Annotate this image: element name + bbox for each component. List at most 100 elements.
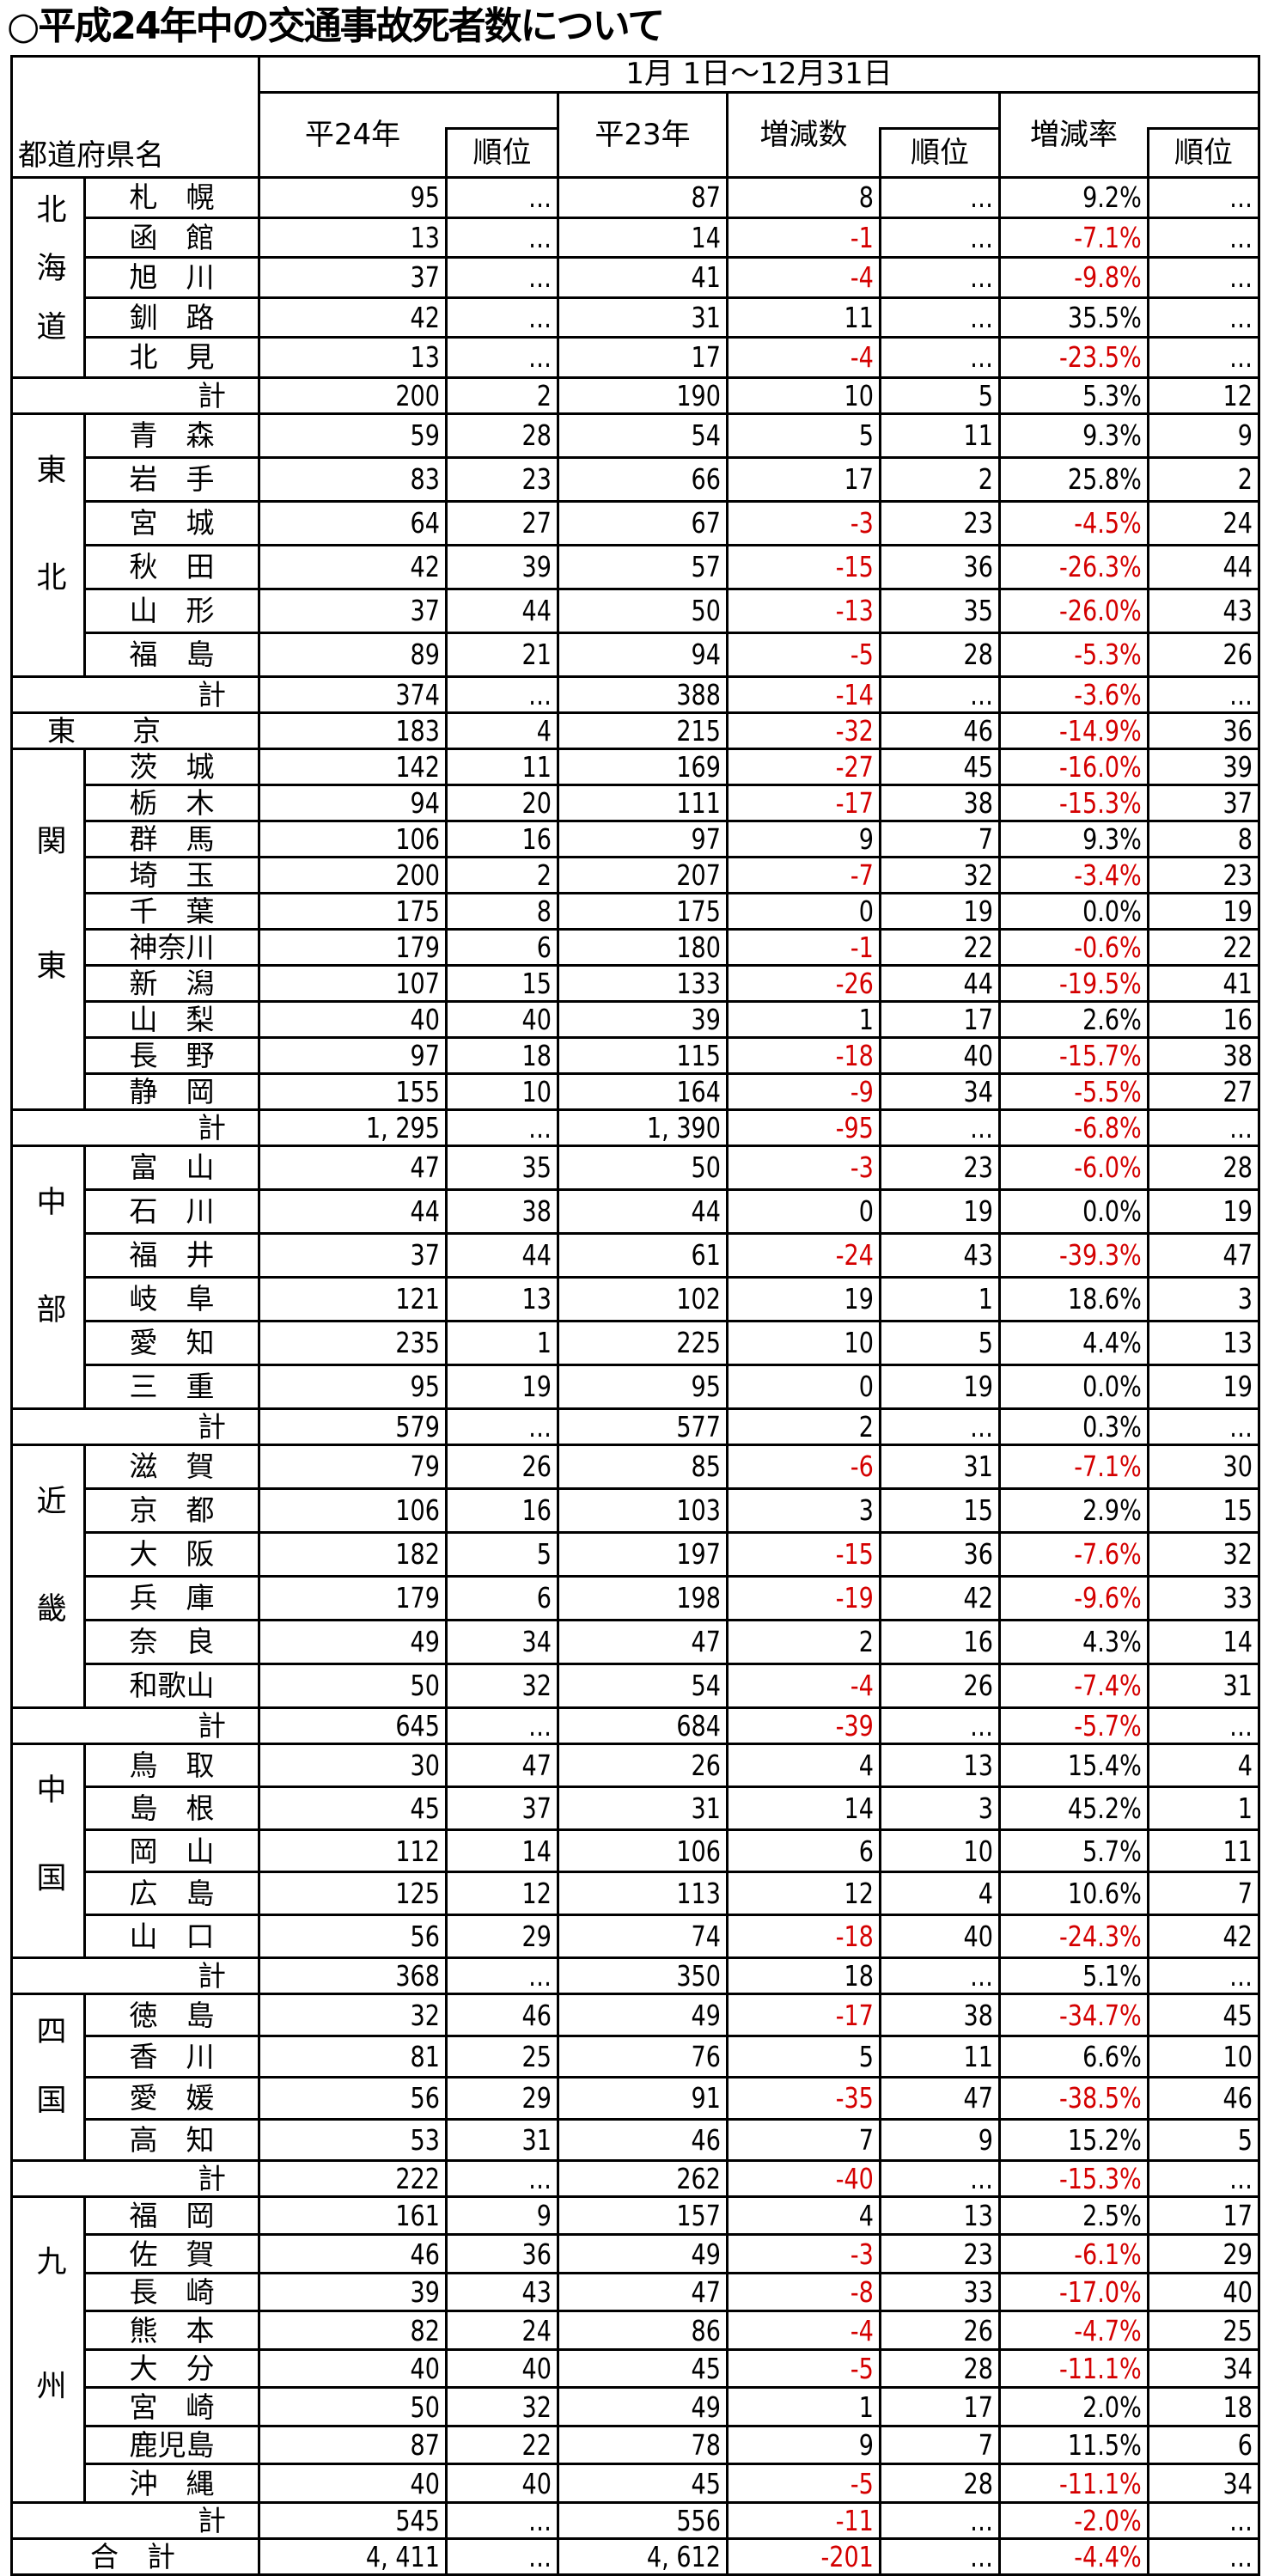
diff-header: 増減数 [726,91,881,179]
value-h23: 31 [691,300,721,334]
rate-cell: -6.8% [998,1108,1149,1147]
value-h24: 94 [410,785,440,820]
rank-h24-cell: 1 [445,1319,559,1366]
rank-diff-cell: 35 [879,587,1001,634]
diff: -4 [850,2313,874,2347]
rank-diff: 2 [978,462,993,497]
rank-rate-cell: … [1147,296,1260,339]
rank-diff: 43 [963,1238,993,1273]
rank-h24: … [527,1409,552,1444]
value-h23: 45 [691,2466,721,2500]
rate-cell: -11.1% [998,2347,1149,2390]
value-h24: 47 [410,1151,440,1185]
rank-h24: 16 [521,821,552,856]
value-h23: 197 [676,1537,721,1572]
subtotal-label: 計 [10,375,260,415]
diff-cell: 9 [726,2424,881,2466]
value-h23: 111 [676,785,721,820]
value-h23: 49 [691,2390,721,2424]
value-h23: 50 [691,594,721,628]
value-h24: 235 [395,1326,440,1360]
value-h24: 37 [410,1238,440,1273]
rank-diff-cell: 3 [879,1785,1001,1831]
rank-diff: 40 [963,1038,993,1072]
rank-h24: … [527,677,552,711]
rank-rate: … [1228,300,1253,334]
table-row: 石 川 44 38 44 0 19 0.0% 19 [12,1187,1260,1235]
rank-rate: 1 [1237,1791,1253,1825]
rank-rate: 41 [1222,966,1253,1000]
table-row: 近畿滋 賀 79 26 85 -6 31 -7.1% 30 [10,1443,1260,1709]
table-row: 東北青 森 59 28 54 5 11 9.3% 9 [10,412,1260,678]
diff-cell: 19 [726,1275,881,1322]
diff: -1 [850,220,874,254]
value-h23-cell: 190 [557,375,729,415]
rate: -24.3% [1059,1920,1142,1954]
diff-cell: -14 [726,675,881,714]
rank-diff-cell: 19 [879,1363,1001,1410]
diff: 12 [844,1877,874,1911]
diff: 14 [844,1791,874,1825]
value-h24: 182 [395,1537,440,1572]
table-row: 香 川 81 25 76 5 11 6.6% 10 [12,2034,1260,2079]
value-h23-cell: 78 [557,2424,729,2466]
prefecture-name: 佐 賀 [83,2233,260,2274]
rank-rate: … [1228,2539,1253,2573]
rank-rate-cell: 18 [1147,2386,1260,2427]
rate: 11.5% [1068,2428,1142,2463]
subtotal-label: 計 [10,1956,260,1996]
rank-diff: 23 [963,2237,993,2271]
rank-diff-cell: 5 [879,1319,1001,1366]
prefecture-name: 奈 良 [83,1618,260,1665]
rank-rate: 44 [1222,550,1253,584]
value-h23: 78 [691,2428,721,2463]
rank-rate: 47 [1222,1238,1253,1273]
rank-diff-cell: 47 [879,2076,1001,2121]
rate-cell: -4.5% [998,499,1149,546]
diff: 9 [858,821,874,856]
value-h23: 113 [676,1877,721,1911]
value-h24-cell: 39 [258,2271,448,2313]
value-h24: 53 [410,2122,440,2157]
prefecture-name: 京 都 [83,1486,260,1534]
rank-rate: 2 [1237,462,1253,497]
rank-h24-cell: 29 [445,1914,559,1960]
rank-h24: … [527,300,552,334]
rank-rate: 33 [1222,1581,1253,1615]
diff-cell: -39 [726,1706,881,1745]
rank-h24-cell: 14 [445,1828,559,1874]
rank-h24: 19 [521,1370,552,1404]
h23-header: 平23年 [557,91,729,179]
diff-cell: -26 [726,963,881,1003]
prefecture-name: 栃 木 [83,783,260,822]
rank-rate: 16 [1222,1002,1253,1036]
value-h24: 64 [410,506,440,540]
value-h23-cell: 94 [557,631,729,678]
rank-diff: 17 [963,1002,993,1036]
rank-rate-cell: 19 [1147,1363,1260,1410]
value-h24-cell: 56 [258,1914,448,1960]
diff-cell: 11 [726,296,881,339]
value-h24: 50 [410,1669,440,1703]
rank-diff: … [969,2503,993,2537]
value-h24-cell: 13 [258,336,448,379]
region-label-cell: 近畿 [10,1443,86,1709]
rank-h24-cell: 6 [445,927,559,967]
diff: 5 [858,2039,874,2073]
region-label: 中部 [31,1185,66,1401]
value-h24: 13 [410,220,440,254]
table-row: 山 口 56 29 74 -18 40 -24.3% 42 [12,1914,1260,1960]
rank-h24: 6 [536,1581,552,1615]
prefecture-name: 富 山 [83,1144,260,1191]
value-h23: 556 [676,2503,721,2537]
h24-header: 平24年 [258,91,447,179]
value-h24: 95 [410,180,440,215]
rate-cell: -26.0% [998,587,1149,634]
table-row: 山 梨 40 40 39 1 17 2.6% 16 [12,999,1260,1039]
value-h24-cell: 56 [258,2076,448,2121]
rank-h24-cell: 2 [445,375,559,415]
diff-cell: 6 [726,1828,881,1874]
rank-rate: 28 [1222,1151,1253,1185]
diff: 3 [858,1493,874,1528]
rank-h24-cell: 44 [445,1231,559,1279]
